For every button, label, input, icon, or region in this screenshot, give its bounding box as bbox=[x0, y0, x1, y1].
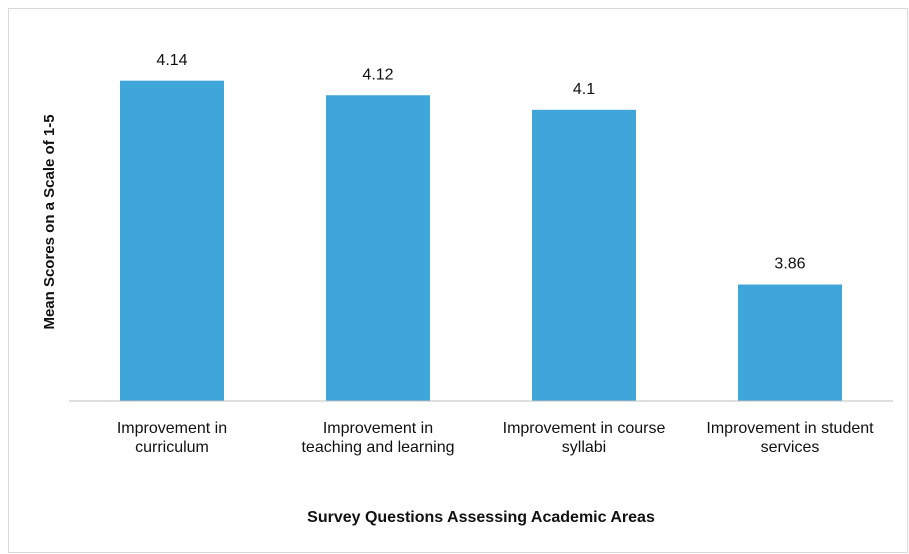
x-tick-label: Improvement in student services bbox=[706, 420, 874, 456]
x-tick-label: Improvement in curriculum bbox=[116, 420, 228, 456]
chart-border bbox=[8, 8, 908, 553]
bar bbox=[120, 80, 224, 402]
data-label: 4.12 bbox=[362, 66, 393, 83]
bar bbox=[326, 95, 430, 402]
bar bbox=[738, 284, 842, 401]
data-label: 3.86 bbox=[774, 256, 805, 273]
data-label: 4.1 bbox=[573, 81, 595, 98]
x-tick-label: Improvement in teaching and learning bbox=[301, 420, 455, 456]
bar bbox=[532, 109, 636, 402]
x-axis-title: Survey Questions Assessing Academic Area… bbox=[307, 509, 655, 526]
y-axis-title: Mean Scores on a Scale of 1-5 bbox=[41, 114, 58, 329]
x-tick-label: Improvement in course syllabi bbox=[502, 420, 666, 456]
data-label: 4.14 bbox=[156, 52, 187, 69]
